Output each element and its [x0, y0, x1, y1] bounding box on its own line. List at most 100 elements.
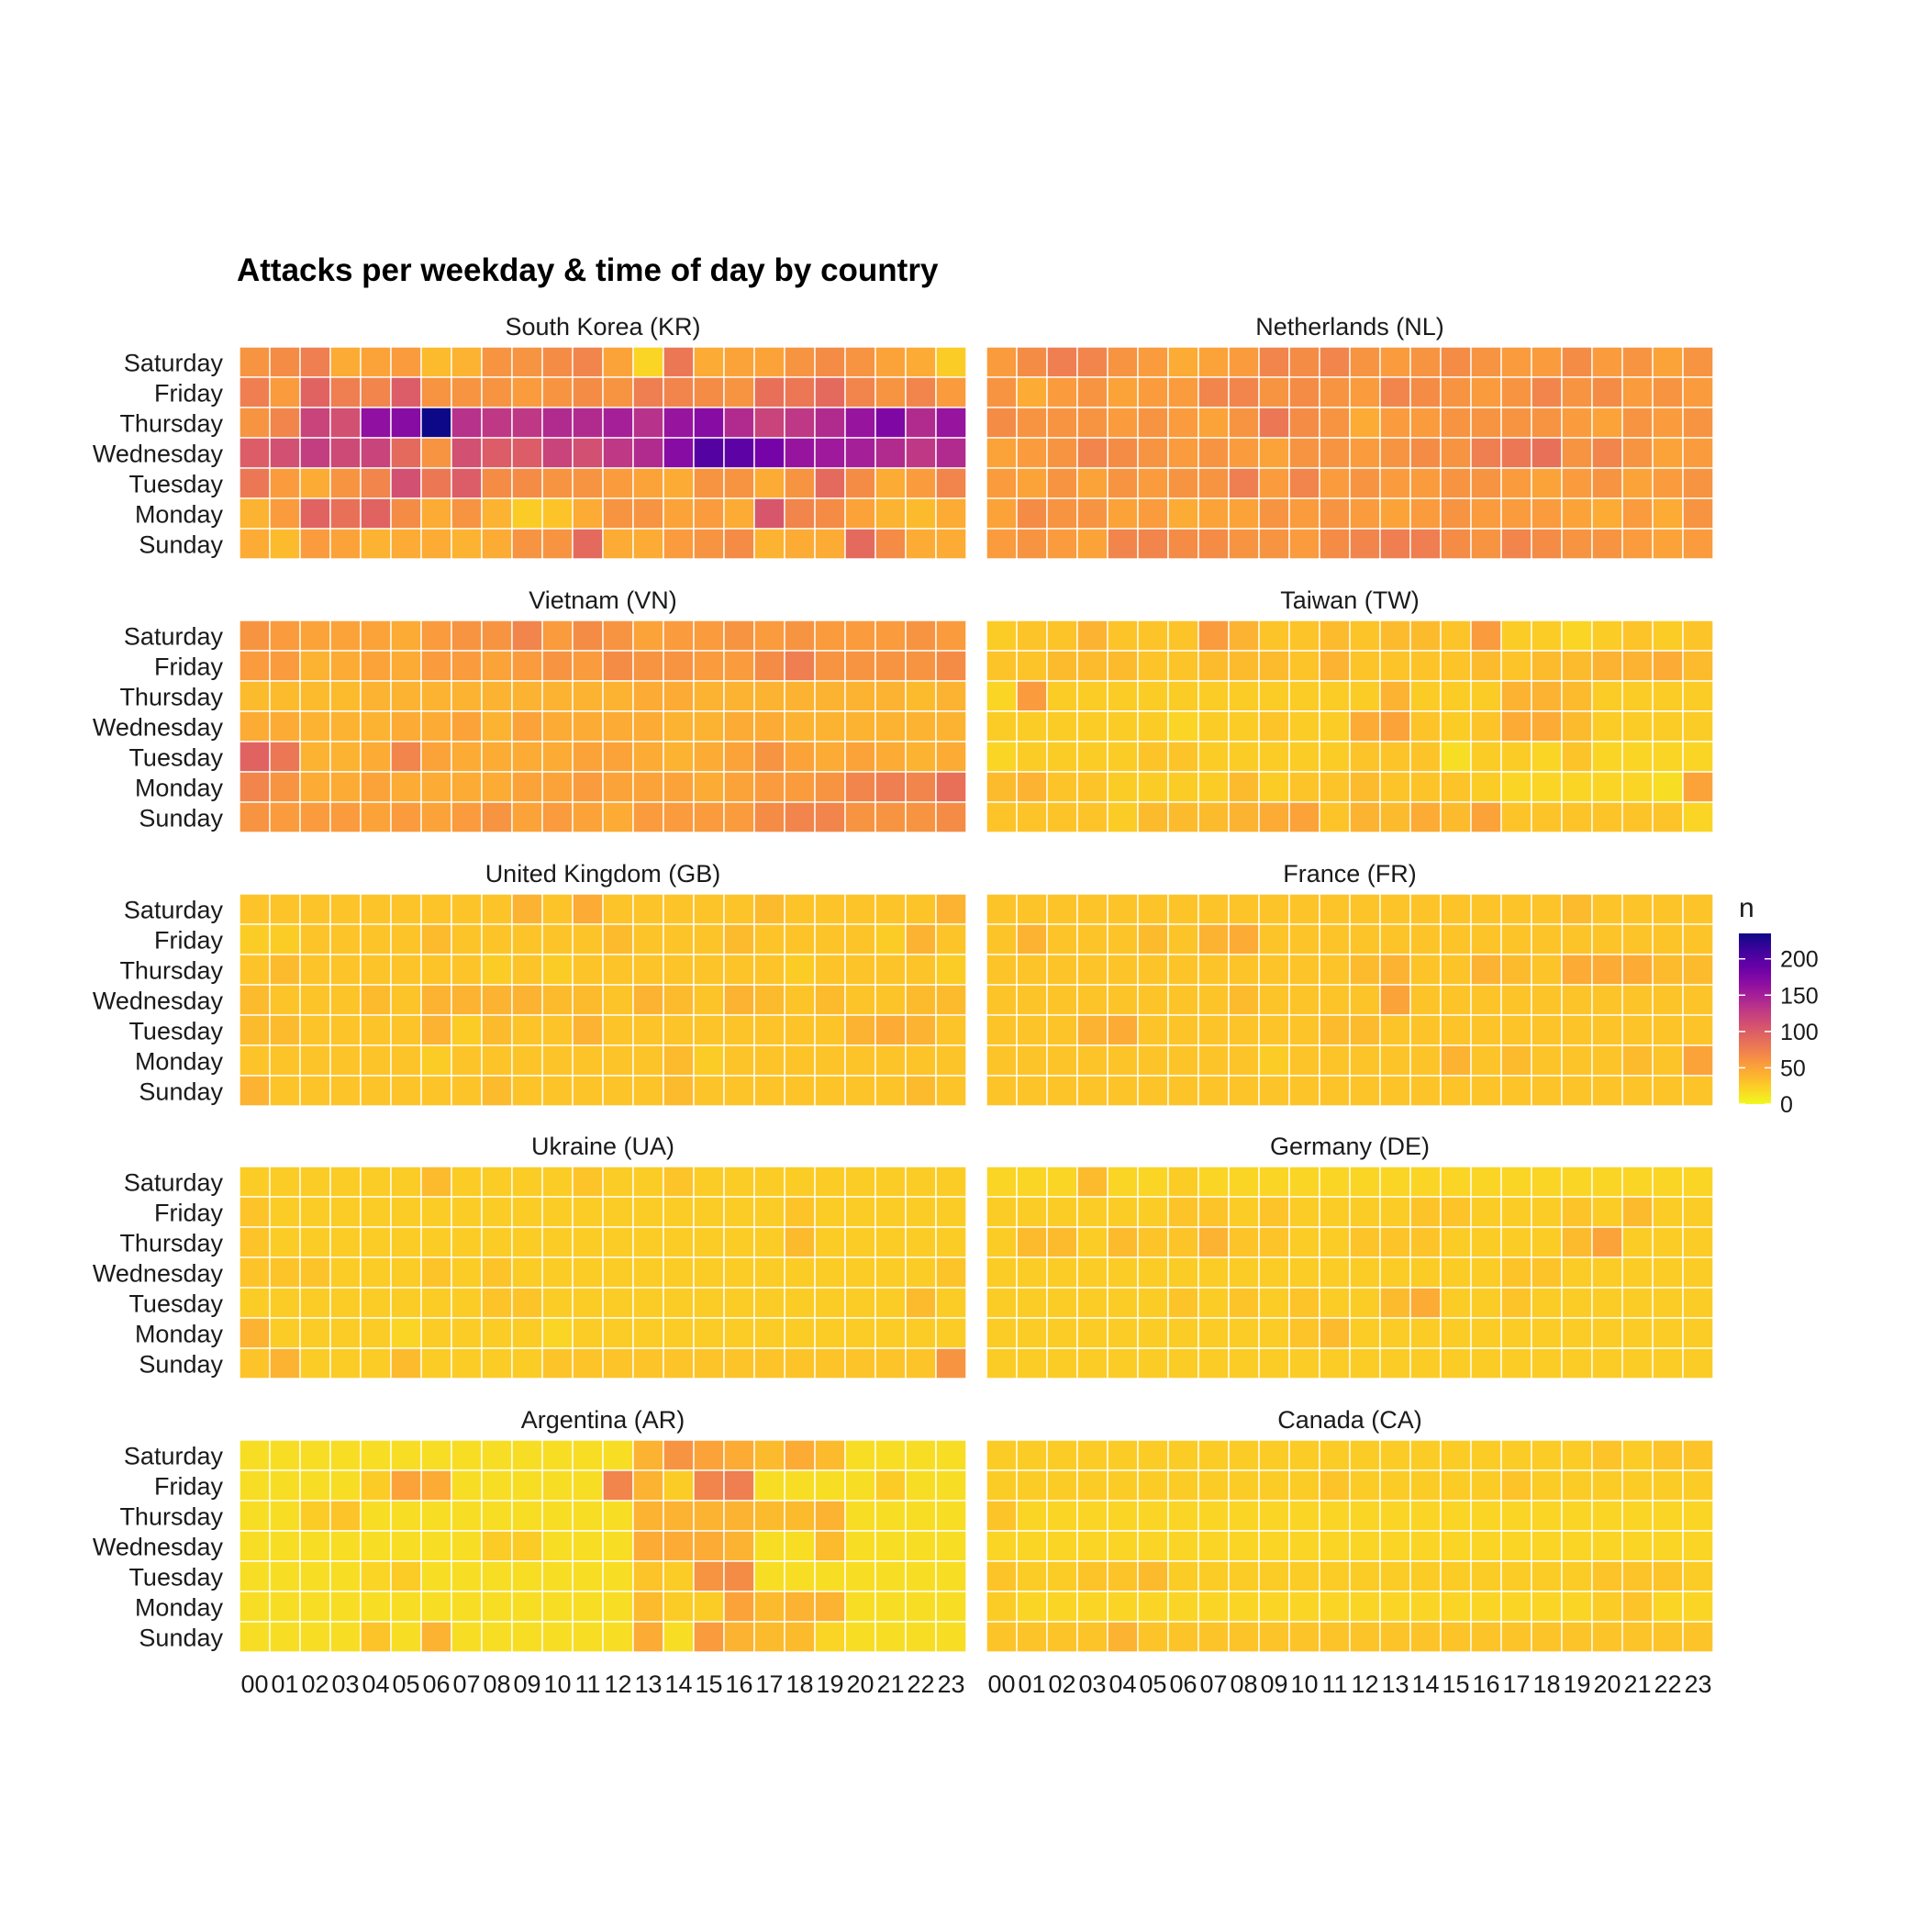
- heatmap-cell: [1288, 1347, 1320, 1379]
- heatmap-cell: [390, 741, 422, 773]
- heatmap-cell: [1349, 1256, 1381, 1289]
- heatmap-cell: [1561, 1226, 1593, 1258]
- heatmap-cell: [541, 376, 574, 408]
- heatmap-cell: [1197, 741, 1230, 773]
- heatmap-cell: [784, 680, 816, 712]
- heatmap-cell: [753, 954, 785, 986]
- heatmap-cell: [329, 1591, 362, 1623]
- heatmap-cell: [1470, 1287, 1502, 1319]
- heatmap-cell: [1228, 771, 1260, 803]
- heatmap-cell: [572, 710, 604, 743]
- heatmap-cell: [1076, 1591, 1108, 1623]
- heatmap-cell: [723, 1287, 755, 1319]
- heatmap-cell: [602, 1075, 634, 1107]
- heatmap-cell: [1046, 528, 1078, 560]
- heatmap-cell: [905, 680, 937, 712]
- heatmap-cell: [1137, 984, 1169, 1016]
- heatmap-cell: [632, 893, 664, 925]
- heatmap-cell: [1379, 1591, 1411, 1623]
- heatmap-cell: [1076, 1347, 1108, 1379]
- heatmap-cell: [1409, 801, 1442, 833]
- heatmap-cell: [451, 1439, 483, 1471]
- x-tick-label: 02: [301, 1670, 329, 1698]
- heatmap-cell: [1258, 650, 1290, 682]
- heatmap-cell: [390, 1317, 422, 1349]
- heatmap-cell: [905, 801, 937, 833]
- heatmap-cell: [360, 801, 392, 833]
- heatmap-cell: [874, 620, 907, 652]
- heatmap-cell: [663, 346, 695, 378]
- heatmap-cell: [1107, 497, 1139, 530]
- heatmap-cell: [1470, 1317, 1502, 1349]
- heatmap-cell: [663, 741, 695, 773]
- heatmap-cell: [451, 771, 483, 803]
- heatmap-cell: [693, 923, 725, 955]
- facet-panel: South Korea (KR)SaturdayFridayThursdayWe…: [93, 313, 967, 560]
- heatmap-cell: [1137, 1226, 1169, 1258]
- heatmap-cell: [1531, 1166, 1563, 1198]
- heatmap-cell: [481, 954, 513, 986]
- heatmap-cell: [1379, 1347, 1411, 1379]
- heatmap-cell: [1621, 1166, 1654, 1198]
- heatmap-cell: [1652, 771, 1684, 803]
- heatmap-cell: [1016, 1347, 1048, 1379]
- facet-panel: Vietnam (VN)SaturdayFridayThursdayWednes…: [93, 586, 967, 833]
- heatmap-cell: [986, 1469, 1018, 1502]
- heatmap-cell: [541, 741, 574, 773]
- x-tick-label: 20: [1593, 1670, 1621, 1698]
- heatmap-cell: [1621, 1560, 1654, 1592]
- heatmap-cell: [1319, 1621, 1351, 1653]
- heatmap-cell: [1319, 650, 1351, 682]
- heatmap-cell: [1228, 1469, 1260, 1502]
- y-tick-label: Tuesday: [128, 1290, 223, 1318]
- heatmap-cell: [1652, 497, 1684, 530]
- heatmap-cell: [1349, 741, 1381, 773]
- heatmap-cell: [1076, 620, 1108, 652]
- heatmap-cell: [541, 1439, 574, 1471]
- heatmap-cell: [420, 1287, 452, 1319]
- heatmap-cell: [1561, 376, 1593, 408]
- heatmap-cell: [663, 1439, 695, 1471]
- heatmap-cell: [986, 376, 1018, 408]
- heatmap-cell: [935, 1256, 967, 1289]
- heatmap-cell: [1621, 1287, 1654, 1319]
- heatmap-cell: [269, 497, 301, 530]
- heatmap-cell: [299, 1044, 331, 1077]
- heatmap-cell: [239, 407, 271, 439]
- heatmap-cell: [814, 1530, 846, 1562]
- heatmap-cell: [239, 376, 271, 408]
- heatmap-cell: [541, 1469, 574, 1502]
- heatmap-cell: [1046, 741, 1078, 773]
- heatmap-cell: [602, 407, 634, 439]
- heatmap-cell: [753, 620, 785, 652]
- heatmap-cell: [1621, 467, 1654, 499]
- heatmap-cell: [1137, 497, 1169, 530]
- heatmap-cell: [1621, 741, 1654, 773]
- heatmap-cell: [1379, 801, 1411, 833]
- heatmap-cell: [1682, 1560, 1714, 1592]
- heatmap-cell: [753, 771, 785, 803]
- heatmap-cell: [1319, 954, 1351, 986]
- heatmap-cell: [844, 710, 876, 743]
- heatmap-cell: [1288, 680, 1320, 712]
- heatmap-cell: [1167, 893, 1199, 925]
- heatmap-cell: [935, 1196, 967, 1228]
- heatmap-cell: [814, 1226, 846, 1258]
- heatmap-cell: [602, 1317, 634, 1349]
- heatmap-cell: [753, 1075, 785, 1107]
- y-tick-label: Tuesday: [128, 1564, 223, 1591]
- heatmap-cell: [1621, 1196, 1654, 1228]
- heatmap-cell: [1016, 1226, 1048, 1258]
- heatmap-cell: [1440, 1621, 1472, 1653]
- heatmap-cell: [299, 1560, 331, 1592]
- heatmap-cell: [390, 650, 422, 682]
- heatmap-cell: [1228, 984, 1260, 1016]
- heatmap-cell: [1258, 1044, 1290, 1077]
- heatmap-cell: [1591, 741, 1623, 773]
- heatmap-cell: [784, 467, 816, 499]
- heatmap-cell: [1561, 1044, 1593, 1077]
- heatmap-cell: [1288, 528, 1320, 560]
- heatmap-cell: [1137, 1560, 1169, 1592]
- heatmap-cell: [814, 1044, 846, 1077]
